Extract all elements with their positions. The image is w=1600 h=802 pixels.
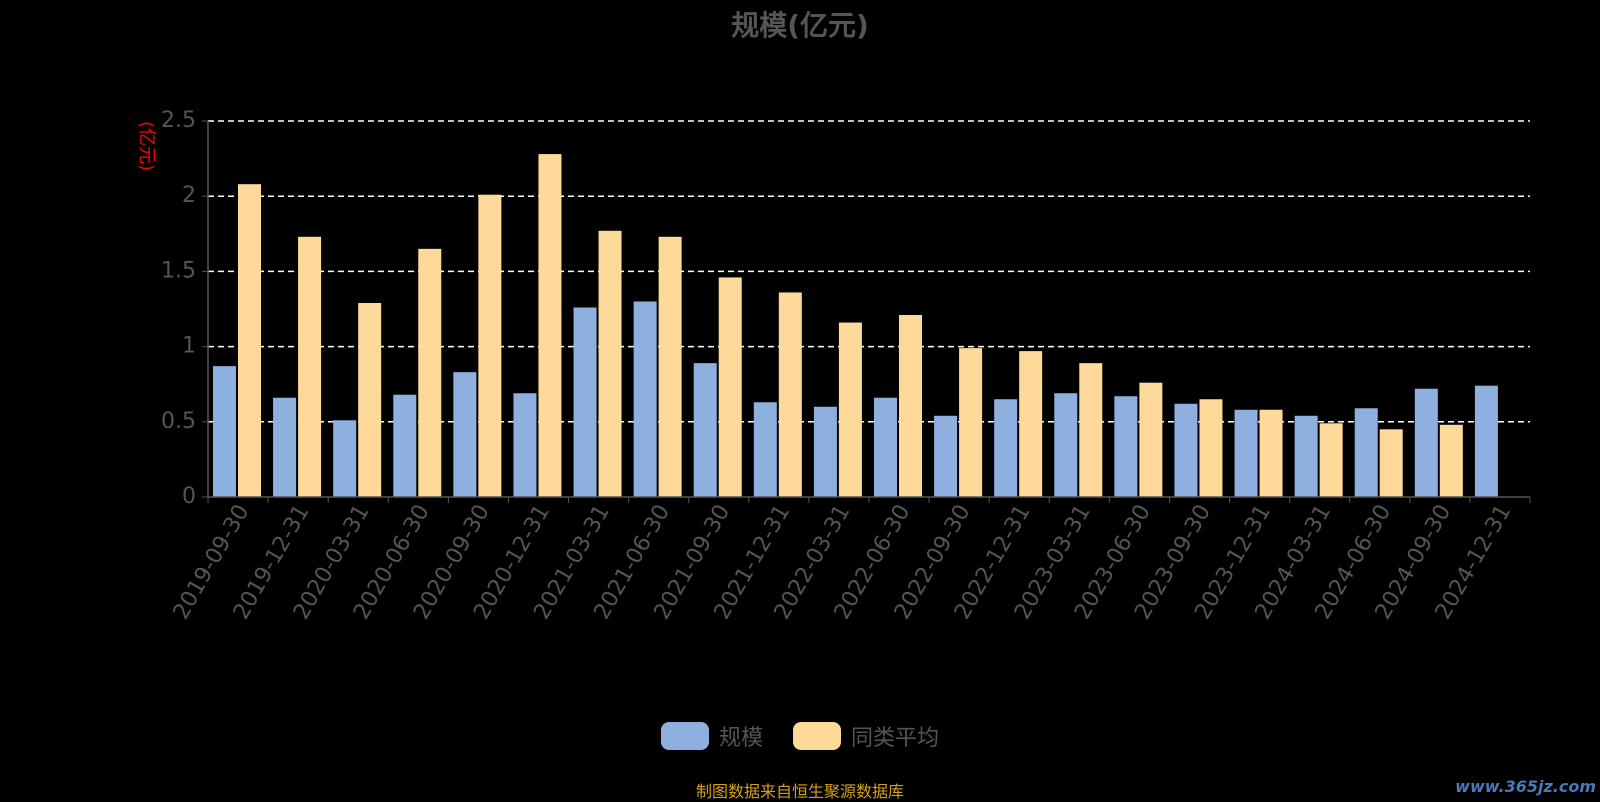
bar-scale (1174, 403, 1198, 497)
legend-swatch-peer-average (793, 722, 841, 750)
bar-scale (393, 394, 417, 497)
chart-title: 规模(亿元) (731, 9, 869, 42)
bar-scale (513, 393, 537, 497)
bar-scale (213, 366, 236, 497)
bar-scale (1234, 409, 1258, 497)
bar-peer-average (1379, 429, 1403, 497)
bar-scale (1474, 385, 1498, 497)
bar-peer-average (1199, 399, 1223, 497)
bar-scale (1114, 396, 1138, 497)
bar-peer-average (1079, 363, 1103, 497)
legend-label-peer-average: 同类平均 (851, 726, 940, 751)
data-source-note: 制图数据来自恒生聚源数据库 (695, 782, 904, 801)
bar-scale (813, 406, 837, 497)
legend: 规模 同类平均 (0, 720, 1600, 752)
legend-item-peer-average[interactable]: 同类平均 (793, 720, 939, 752)
legend-label-scale: 规模 (718, 726, 763, 751)
bar-peer-average (538, 154, 562, 497)
grid-layer (208, 120, 1530, 423)
y-tick-label: 0 (182, 484, 196, 509)
bar-scale (934, 415, 958, 497)
y-axis-label: (亿元) (136, 121, 157, 171)
watermark: www.365jz.com (1455, 777, 1596, 796)
bar-peer-average (959, 348, 983, 497)
bar-scale (633, 301, 657, 497)
bar-chart: 00.511.522.52019-09-302019-12-312020-03-… (136, 108, 1531, 624)
bar-scale (1414, 388, 1438, 497)
bar-peer-average (899, 315, 922, 497)
bar-scale (333, 420, 357, 497)
bar-scale (693, 363, 717, 497)
bar-peer-average (478, 194, 502, 498)
bar-scale (1354, 408, 1378, 497)
y-tick-label: 2.5 (161, 108, 196, 133)
legend-swatch-scale (660, 722, 709, 750)
bar-peer-average (1259, 409, 1283, 497)
legend-item-scale[interactable]: 规模 (660, 720, 763, 752)
bar-scale (453, 372, 477, 497)
bar-peer-average (298, 236, 322, 498)
y-tick-label: 1 (182, 334, 196, 359)
bar-peer-average (838, 322, 862, 497)
bar-peer-average (358, 302, 382, 497)
bar-scale (1294, 415, 1318, 497)
bar-peer-average (1139, 382, 1163, 497)
bar-peer-average (718, 277, 742, 497)
bar-peer-average (238, 184, 261, 497)
bar-peer-average (598, 230, 622, 498)
bar-peer-average (658, 236, 682, 498)
bar-scale (273, 397, 297, 497)
bar-peer-average (1319, 423, 1343, 497)
y-tick-label: 1.5 (161, 258, 196, 283)
bar-scale (874, 397, 897, 497)
bar-peer-average (1019, 351, 1043, 497)
y-tick-label: 2 (182, 183, 196, 208)
bars-layer (213, 154, 1498, 498)
bar-scale (753, 402, 777, 497)
bar-scale (573, 307, 597, 497)
bar-scale (994, 399, 1018, 497)
bar-peer-average (418, 248, 442, 497)
bar-peer-average (1439, 424, 1463, 497)
bar-peer-average (778, 292, 802, 497)
bar-scale (1054, 393, 1078, 497)
y-tick-label: 0.5 (161, 409, 196, 434)
